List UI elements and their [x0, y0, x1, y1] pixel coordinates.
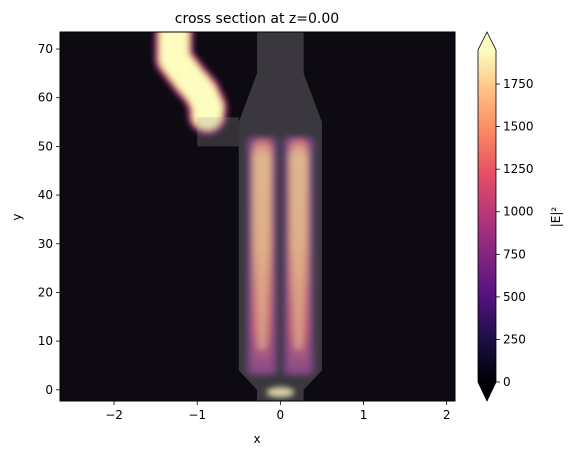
- colorbar-tick-label: 500: [503, 290, 526, 304]
- colorbar-extend-min: [478, 382, 496, 401]
- x-tick-label: −1: [188, 408, 206, 422]
- y-tick-label: 60: [38, 91, 53, 105]
- colorbar-body: [478, 50, 496, 382]
- colorbar-tick-label: 1750: [503, 77, 534, 91]
- colorbar-tick-label: 1250: [503, 162, 534, 176]
- colorbar: 0 250 500 750 1000 1250 1500 1750 |E|²: [478, 32, 563, 401]
- chart-title: cross section at z=0.00: [175, 11, 339, 27]
- y-tick-label: 40: [38, 188, 53, 202]
- colorbar-tick-label: 250: [503, 332, 526, 346]
- x-tick-label: 1: [360, 408, 368, 422]
- y-axis-label: y: [10, 213, 24, 220]
- y-tick-label: 50: [38, 139, 53, 153]
- colorbar-tick-label: 1000: [503, 205, 534, 219]
- x-axis-label: x: [253, 432, 260, 446]
- x-tick-label: 0: [277, 408, 285, 422]
- colorbar-tick-label: 1500: [503, 120, 534, 134]
- y-tick-label: 10: [38, 334, 53, 348]
- colorbar-ticks: 0 250 500 750 1000 1250 1500 1750: [496, 77, 534, 389]
- y-tick-label: 30: [38, 237, 53, 251]
- y-tick-label: 70: [38, 42, 53, 56]
- y-axis: 0 10 20 30 40 50 60 70: [38, 42, 60, 397]
- colorbar-extend-max: [478, 32, 496, 50]
- colorbar-label: |E|²: [549, 207, 563, 228]
- y-tick-label: 0: [45, 383, 53, 397]
- x-axis: −2 −1 0 1 2: [105, 401, 450, 422]
- y-tick-label: 20: [38, 285, 53, 299]
- colorbar-tick-label: 0: [503, 375, 511, 389]
- x-tick-label: 2: [443, 408, 451, 422]
- x-tick-label: −2: [105, 408, 123, 422]
- colorbar-tick-label: 750: [503, 247, 526, 261]
- bend-overlay: [197, 117, 239, 146]
